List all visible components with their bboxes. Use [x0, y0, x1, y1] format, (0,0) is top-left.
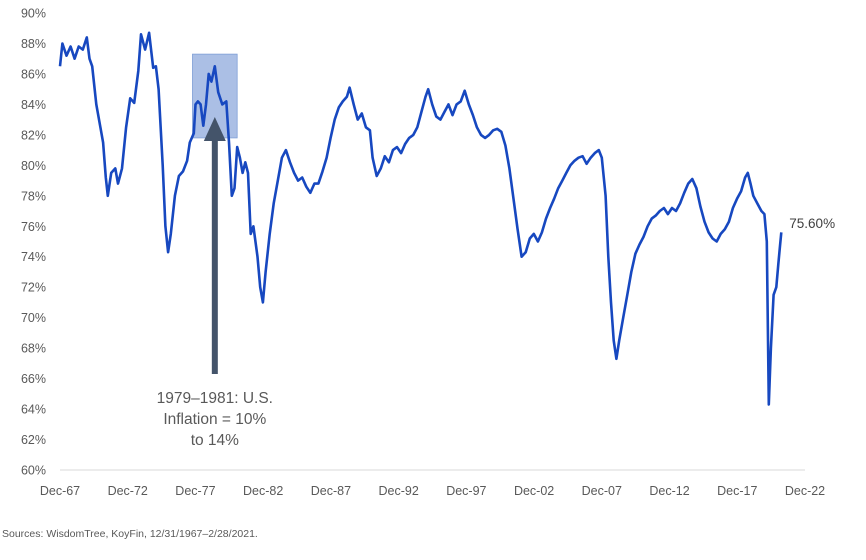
x-tick-label: Dec-02 [514, 484, 554, 498]
y-tick-label: 70% [21, 311, 46, 325]
y-tick-label: 66% [21, 372, 46, 386]
x-tick-label: Dec-12 [649, 484, 689, 498]
y-axis: 60% 62% 64% 66% 68% 70% 72% 74% 76% 78% 80% 82% 84% 8… [21, 7, 46, 478]
y-tick-label: 64% [21, 403, 46, 417]
y-tick-label: 80% [21, 159, 46, 173]
y-tick-label: 82% [21, 128, 46, 142]
x-tick-label: Dec-97 [446, 484, 486, 498]
source-note: Sources: WisdomTree, KoyFin, 12/31/1967–… [2, 528, 258, 540]
x-axis: Dec-67 Dec-72 Dec-77 Dec-82 Dec-87 Dec-92 Dec-… [40, 484, 825, 498]
annotation-line-2: Inflation = 10% [163, 411, 266, 428]
y-tick-label: 68% [21, 342, 46, 356]
y-tick-label: 62% [21, 433, 46, 447]
y-tick-label: 78% [21, 189, 46, 203]
x-tick-label: Dec-22 [785, 484, 825, 498]
end-value-label: 75.60% [789, 216, 835, 231]
x-tick-label: Dec-92 [378, 484, 418, 498]
annotation-line-1: 1979–1981: U.S. [157, 390, 273, 407]
x-tick-label: Dec-17 [717, 484, 757, 498]
annotation-text: 1979–1981: U.S. Inflation = 10% to 14% [157, 390, 273, 449]
y-tick-label: 88% [21, 37, 46, 51]
annotation-arrow-head [203, 117, 226, 141]
annotation-line-3: to 14% [191, 432, 239, 449]
x-tick-label: Dec-82 [243, 484, 283, 498]
series-line [58, 31, 783, 406]
y-tick-label: 90% [21, 7, 46, 21]
y-tick-label: 72% [21, 281, 46, 295]
x-tick-label: Dec-72 [108, 484, 148, 498]
y-tick-label: 86% [21, 67, 46, 81]
x-tick-label: Dec-67 [40, 484, 80, 498]
y-tick-label: 74% [21, 250, 46, 264]
x-tick-label: Dec-77 [175, 484, 215, 498]
x-tick-label: Dec-87 [311, 484, 351, 498]
y-tick-label: 60% [21, 464, 46, 478]
x-tick-label: Dec-07 [582, 484, 622, 498]
y-tick-label: 84% [21, 98, 46, 112]
y-tick-label: 76% [21, 220, 46, 234]
